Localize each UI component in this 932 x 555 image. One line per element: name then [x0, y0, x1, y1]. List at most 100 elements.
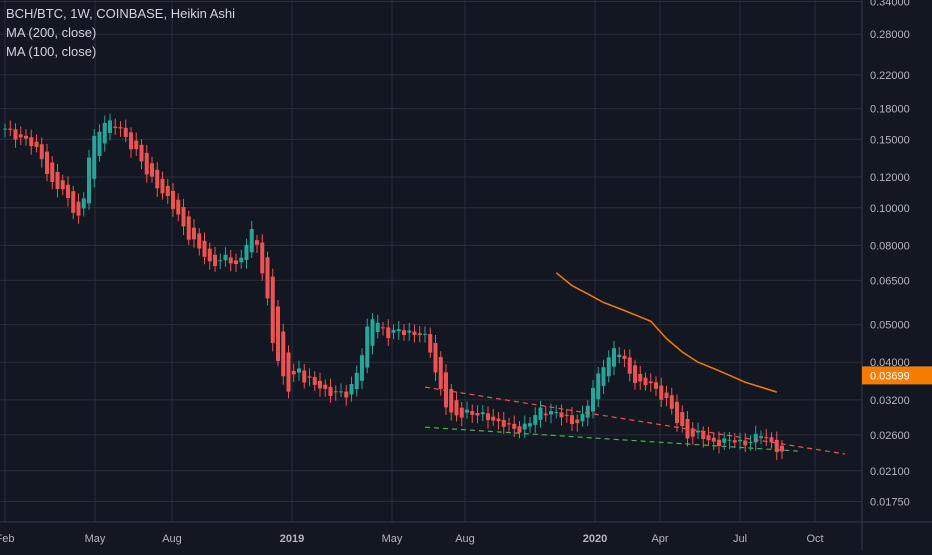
candle-body: [381, 327, 385, 329]
candle-body: [780, 445, 784, 452]
candle-body: [176, 199, 181, 215]
y-tick-label: 0.18000: [870, 104, 910, 116]
candle-body: [507, 423, 511, 425]
candle-body: [459, 407, 464, 418]
candle-body: [265, 257, 270, 299]
candle-body: [255, 240, 259, 245]
candle-body: [354, 372, 359, 390]
candle-body: [396, 329, 401, 332]
candle-body: [123, 127, 128, 137]
candle-body: [475, 412, 480, 416]
candle-body: [486, 413, 490, 421]
candle-body: [575, 419, 580, 424]
candle-body: [722, 438, 727, 443]
candle-body: [218, 260, 223, 262]
x-tick-label: Aug: [455, 533, 475, 545]
y-tick-label: 0.02100: [870, 466, 910, 478]
candle-body: [18, 134, 23, 138]
candle-body: [496, 418, 501, 422]
candle-body: [71, 191, 76, 213]
candle-body: [160, 178, 165, 194]
candle-body: [228, 257, 233, 264]
candle-body: [323, 384, 328, 389]
candle-body: [92, 135, 97, 179]
grid-lines: [0, 0, 862, 522]
x-tick-label: Feb: [0, 533, 14, 545]
upper-trendline: [424, 386, 846, 455]
candle-body: [244, 244, 249, 260]
candle-body: [118, 127, 123, 129]
candle-body: [375, 322, 380, 332]
candle-body: [774, 439, 779, 453]
candle-body: [664, 392, 669, 398]
candle-body: [717, 439, 721, 447]
candle-body: [45, 151, 49, 175]
candle-body: [606, 357, 611, 377]
indicator-ma100[interactable]: MA (100, close): [6, 44, 97, 59]
x-tick-label: Oct: [806, 533, 823, 545]
candle-body: [134, 140, 139, 150]
candle-body: [81, 198, 86, 209]
candle-body: [386, 327, 391, 339]
candle-body: [648, 381, 653, 384]
candle-body: [412, 331, 417, 336]
candle-body: [764, 437, 769, 439]
candle-body: [202, 240, 207, 257]
candle-body: [291, 370, 296, 375]
indicator-ma200[interactable]: MA (200, close): [6, 25, 97, 40]
candle-body: [612, 348, 616, 367]
candle-body: [370, 319, 375, 346]
y-tick-label: 0.02600: [870, 430, 910, 442]
candle-body: [87, 157, 91, 204]
candle-body: [129, 132, 133, 150]
candle-body: [512, 423, 517, 429]
symbol-title[interactable]: BCH/BTC, 1W, COINBASE, Heikin Ashi: [6, 6, 236, 21]
candle-body: [417, 333, 422, 336]
last-price-tag: [862, 366, 932, 385]
candle-body: [60, 180, 65, 190]
candle-body: [307, 376, 312, 378]
candle-body: [585, 405, 590, 418]
candle-body: [423, 333, 427, 335]
candle-body: [407, 330, 412, 333]
candle-body: [554, 412, 559, 414]
y-tick-label: 0.34000: [870, 0, 910, 8]
candle-body: [144, 152, 149, 175]
candle-body: [328, 386, 333, 396]
candle-body: [223, 254, 228, 261]
candle-body: [3, 128, 7, 130]
candle-body: [743, 440, 748, 446]
candle-body: [622, 355, 627, 360]
candle-body: [312, 376, 317, 385]
candle-body: [55, 171, 60, 190]
legend: BCH/BTC, 1W, COINBASE, Heikin Ashi MA (2…: [6, 4, 235, 61]
y-tick-label: 0.04000: [870, 357, 910, 369]
y-tick-label: 0.12000: [870, 172, 910, 184]
candle-body: [769, 437, 774, 443]
candle-body: [344, 391, 349, 398]
x-tick-label: Apr: [651, 533, 668, 545]
candle-body: [349, 383, 354, 395]
candle-body: [638, 373, 643, 382]
candle-body: [66, 184, 70, 198]
last-price-label: 0.03699: [870, 370, 910, 382]
candle-body: [538, 407, 543, 420]
candle-body: [601, 367, 606, 386]
candle-body: [8, 128, 13, 130]
candle-body: [522, 423, 527, 430]
x-tick-label: Jul: [733, 533, 747, 545]
candle-body: [654, 382, 658, 389]
candle-body: [617, 354, 622, 358]
candle-body: [260, 242, 265, 274]
candle-body: [365, 326, 370, 368]
candle-body: [580, 413, 585, 422]
candle-body: [543, 413, 548, 416]
indicator-lines: [424, 272, 846, 455]
candle-body: [50, 162, 55, 182]
candle-body: [197, 233, 202, 249]
candle-body: [570, 415, 574, 425]
